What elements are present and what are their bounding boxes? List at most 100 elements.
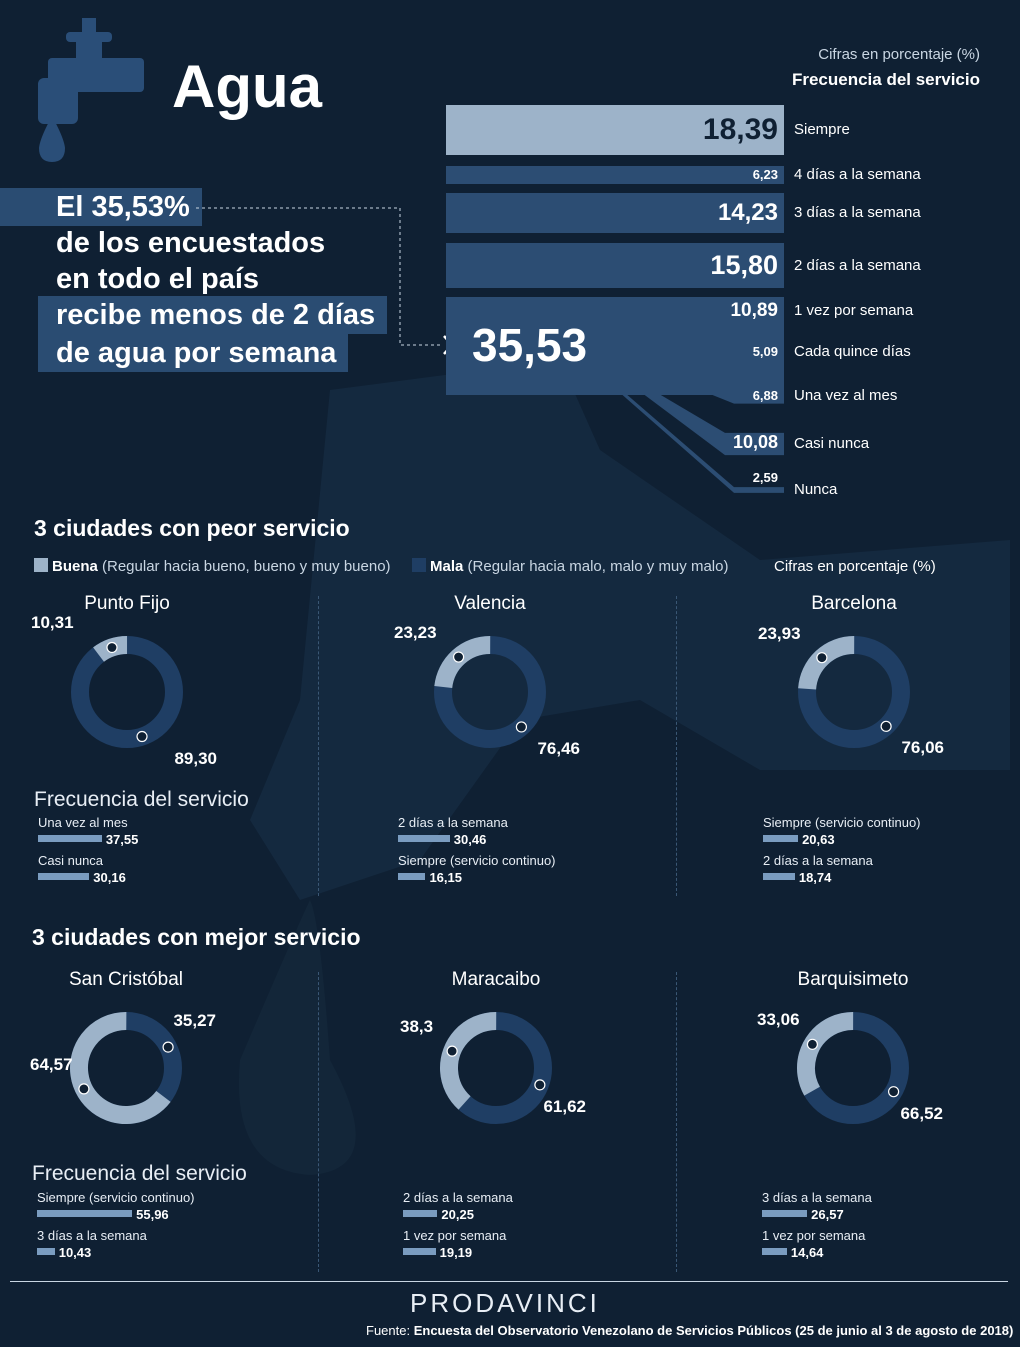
freq-fan-bar [610,365,784,456]
city-name: Barcelona [811,593,897,614]
donut-chart [798,636,910,748]
headline-line-1: El 35,53% [38,188,202,226]
freq-bar [446,193,784,233]
freq-bar-label: Casi nunca [794,435,870,452]
freq-bar-label: 4 días a la semana [794,166,921,183]
freq-bar-value: 15,80 [710,250,778,281]
legend-good-swatch [34,558,48,572]
freq-mini-label: 2 días a la semana [398,815,508,830]
freq-mini-value: 16,15 [429,870,462,885]
freq-mini-bar [762,1210,808,1217]
donut-marker-good [816,652,828,664]
freq-total-block [446,297,784,395]
freq-mini-bar [37,1248,55,1255]
donut-marker-good [446,1045,458,1057]
city-name: Valencia [454,593,526,614]
separator [318,596,319,896]
freq-mini-value: 20,25 [441,1207,474,1222]
city-name: San Cristóbal [68,969,184,990]
city-name: Barquisimeto [797,969,909,990]
freq-mini-label: Siempre (servicio continuo) [37,1190,195,1205]
freq-mini-bar [398,835,450,842]
freq-bar-value: 6,23 [752,167,778,183]
donut-label-good: 23,23 [394,623,437,643]
freq-mini-label: 1 vez por semana [403,1228,507,1243]
freq-bar-value: 10,08 [732,432,778,453]
donut-label-good: 33,06 [757,1010,800,1030]
donut-chart [440,1012,553,1124]
source-text: Encuesta del Observatorio Venezolano de … [413,1323,1014,1338]
freq-bar [446,105,784,155]
freq-bar-label: 2 días a la semana [794,256,921,274]
donut-marker-good [806,1038,818,1050]
legend-good-desc: (Regular hacia bueno, bueno y muy bueno) [97,558,391,575]
donut-marker-bad [515,721,528,733]
freq-mini-label: Siempre (servicio continuo) [398,853,556,868]
donut-label-bad: 61,62 [543,1096,586,1116]
freq-mini-bar [763,835,799,842]
donut-marker-bad [136,730,148,743]
headline-line-4: recibe menos de 2 días [38,296,388,334]
best-freq-heading: Frecuencia del servicio [32,1162,247,1185]
freq-mini-value: 30,46 [453,832,487,847]
donut-chart [71,636,183,748]
freq-bar-label: Nunca [794,481,838,498]
freq-mini-label: 2 días a la semana [403,1190,513,1205]
headline-line-3: en todo el país [56,263,260,295]
city-name: Maracaibo [451,969,541,990]
donut-slice-good [71,636,183,748]
separator [676,972,677,1272]
freq-bar-label: Una vez al mes [794,387,898,404]
freq-mini-label: 3 días a la semana [37,1228,147,1243]
freq-mini-bar [403,1248,436,1255]
donut-slice-bad [71,636,183,748]
freq-mini-value: 30,16 [93,870,126,885]
legend-bad-label: Mala [430,558,464,575]
best-section-title: 3 ciudades con mejor servicio [32,924,361,950]
donut-chart [797,1012,909,1124]
units-note: Cifras en porcentaje (%) [818,46,980,63]
headline-line-5: de agua por semana [38,334,349,372]
donut-marker-bad [888,1086,900,1098]
donut-label-good: 64,57 [30,1054,73,1074]
city-name: Punto Fijo [84,593,170,614]
freq-mini-label: Casi nunca [38,853,104,868]
freq-mini-label: 1 vez por semana [762,1228,866,1243]
freq-bar [446,243,784,288]
faucet-icon [38,18,144,124]
freq-mini-label: 2 días a la semana [763,853,873,868]
footer-rule [10,1281,1008,1282]
worst-units-note: Cifras en porcentaje (%) [774,558,936,575]
freq-mini-bar [38,835,102,842]
legend-good-label: Buena [52,558,98,575]
donut-chart [434,636,546,748]
freq-mini-bar [38,873,90,880]
freq-mini-label: Una vez al mes [38,815,128,830]
donut-label-good: 10,31 [31,613,74,633]
freq-mini-label: 3 días a la semana [762,1190,872,1205]
freq-mini-value: 55,96 [136,1207,169,1222]
freq-bar-value: 2,59 [752,469,778,485]
donut-marker-good [106,641,118,654]
donut-label-bad: 76,46 [537,738,580,758]
freq-bar-value: 6,88 [752,387,778,403]
donut-label-good: 38,3 [400,1017,434,1037]
freq-bar-label: 3 días a la semana [794,204,921,221]
headline-line-2: de los encuestados [56,227,326,259]
source-note: Fuente: Encuesta del Observatorio Venezo… [366,1323,1013,1338]
freq-mini-bar [398,873,426,880]
source-prefix: Fuente: [366,1323,414,1338]
freq-bar-value: 10,89 [730,300,778,321]
donut-slice-good [797,1012,909,1124]
brand-logo: PRODAVINCI [410,1288,600,1318]
donut-label-bad: 89,30 [174,748,217,768]
water-drop-icon [39,116,65,162]
legend-bad-desc: (Regular hacia malo, malo y muy malo) [463,558,729,575]
freq-mini-bar [37,1210,133,1217]
separator [676,596,677,896]
donut-slice-good [798,636,910,748]
freq-bar [446,166,784,184]
freq-bar-value: 18,39 [702,113,778,146]
donut-marker-bad [534,1079,546,1091]
